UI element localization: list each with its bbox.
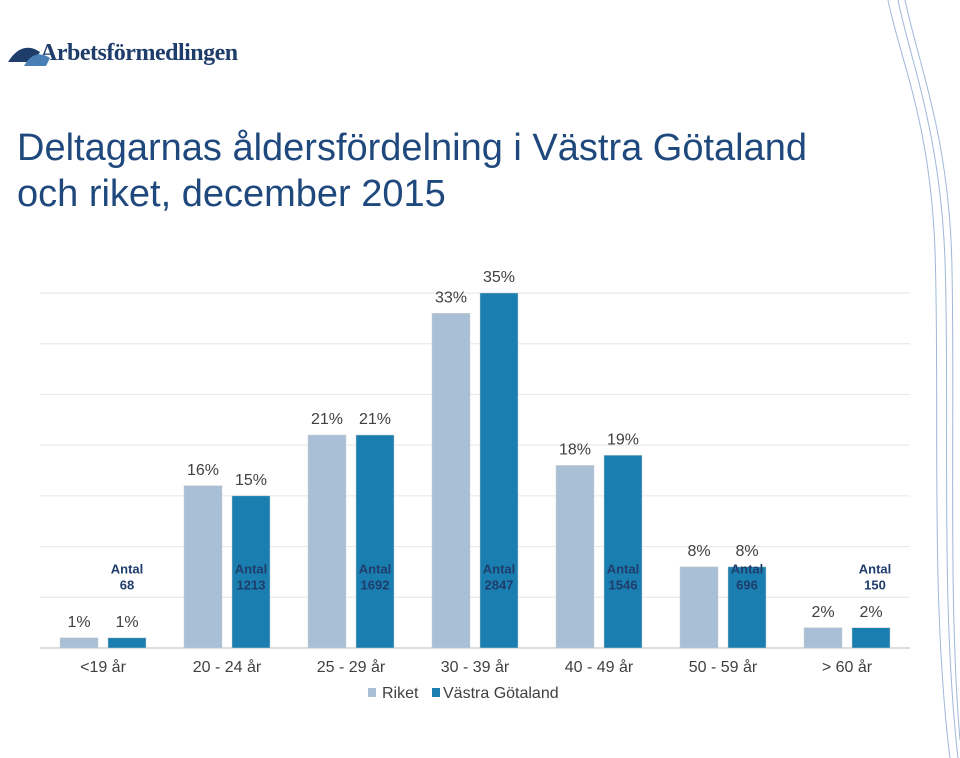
value-label: 8% [735, 543, 758, 560]
x-tick-label: 20 - 24 år [193, 658, 262, 676]
bar [803, 627, 843, 649]
logo: Arbetsförmedlingen [40, 40, 238, 66]
annotation-label: Antal [607, 561, 640, 576]
value-label: 15% [235, 472, 267, 489]
x-tick-label: 30 - 39 år [441, 658, 510, 676]
annotation-value: 150 [864, 577, 886, 592]
decor-lines [887, 0, 960, 758]
bar [679, 566, 719, 649]
annotation-label: Antal [359, 561, 392, 576]
annotation-value: 1546 [609, 577, 638, 592]
annotation-label: Antal [859, 561, 892, 576]
x-tick-label: 25 - 29 år [317, 658, 386, 676]
value-label: 33% [435, 290, 467, 307]
annotation-value: 1692 [361, 577, 390, 592]
bar [183, 485, 223, 649]
legend-label: Västra Götaland [443, 685, 559, 702]
annotation-value: 68 [120, 577, 134, 592]
annotation-value: 1213 [237, 577, 266, 592]
chart-title: Deltagarnas åldersfördelning i Västra Gö… [17, 127, 808, 215]
legend-label: Riket [382, 685, 419, 702]
annotation-value: 696 [736, 577, 758, 592]
value-label: 18% [559, 442, 591, 459]
annotation-label: Antal [483, 561, 516, 576]
annotation-label: Antal [235, 561, 268, 576]
value-label: 2% [859, 604, 882, 621]
value-label: 2% [811, 604, 834, 621]
bar [727, 566, 767, 649]
x-tick-label: 50 - 59 år [689, 658, 758, 676]
bar [479, 292, 519, 649]
bar [107, 637, 147, 649]
value-label: 19% [607, 432, 639, 449]
value-label: 8% [687, 543, 710, 560]
value-label: 1% [67, 614, 90, 631]
value-label: 16% [187, 462, 219, 479]
bar [307, 434, 347, 649]
bar [555, 465, 595, 649]
value-label: 35% [483, 269, 515, 286]
annotation-label: Antal [111, 561, 144, 576]
x-tick-label: <19 år [80, 658, 126, 676]
bar [851, 627, 891, 649]
x-tick-label: > 60 år [822, 658, 873, 676]
logo-mark [8, 47, 50, 66]
bar [603, 455, 643, 649]
legend-swatch [368, 688, 376, 697]
x-tick-label: 40 - 49 år [565, 658, 634, 676]
legend-swatch [432, 688, 440, 697]
bar [431, 313, 471, 649]
annotation-value: 2847 [485, 577, 514, 592]
value-label: 21% [311, 411, 343, 428]
value-label: 1% [115, 614, 138, 631]
bar [59, 637, 99, 649]
annotation-label: Antal [731, 561, 764, 576]
bar [231, 495, 271, 649]
bar [355, 434, 395, 649]
value-label: 21% [359, 411, 391, 428]
